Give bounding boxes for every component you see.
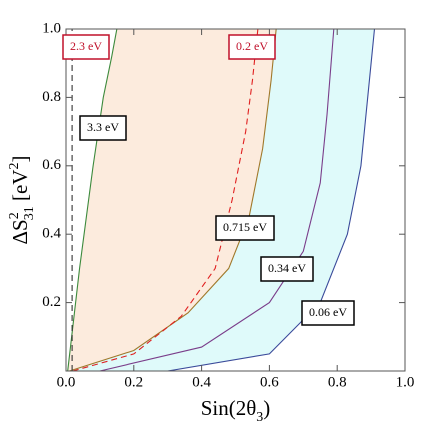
y-tick-label: 1.0 — [42, 20, 61, 36]
label-text: 2.3 eV — [70, 39, 102, 53]
label-box — [260, 256, 314, 282]
y-axis-label: ΔS231 [eV2] — [7, 156, 37, 245]
y-axis-label-part: [eV — [8, 170, 32, 207]
curve-label: 0.34 eV — [260, 256, 314, 282]
y-axis-label-part: 2 — [7, 163, 22, 170]
label-box — [62, 34, 110, 60]
label-text: 0.715 eV — [223, 220, 267, 234]
y-tick-label: 0.4 — [42, 226, 61, 242]
curve-label: 0.06 eV — [301, 300, 355, 326]
y-axis-label-part: 31 — [22, 206, 37, 220]
y-tick-label: 0.6 — [42, 157, 61, 173]
x-tick-label: 1.0 — [396, 374, 415, 390]
y-axis-label-part: ΔS — [8, 219, 32, 244]
x-axis-label-part: Sin(2θ — [201, 396, 257, 420]
y-axis-label-part: 2 — [7, 212, 22, 219]
x-axis-label-part: 3 — [256, 410, 263, 425]
x-tick-label: 0.0 — [57, 374, 76, 390]
plot-frame — [65, 28, 406, 372]
band-fill — [69, 29, 375, 371]
y-tick-label: 0.8 — [42, 89, 61, 105]
fills — [67, 29, 375, 371]
x-tick-label: 0.4 — [192, 374, 211, 390]
label-box — [215, 215, 275, 241]
curve-label: 0.715 eV — [215, 215, 275, 241]
label-box — [79, 115, 127, 141]
x-tick-label: 0.6 — [260, 374, 279, 390]
label-box — [301, 300, 355, 326]
x-tick-label: 0.2 — [124, 374, 143, 390]
curve — [167, 29, 376, 371]
curve-label: 0.2 eV — [228, 34, 276, 60]
x-axis-label-part: ) — [263, 396, 270, 420]
x-axis-label: Sin(2θ3) — [201, 396, 271, 425]
label-text: 0.06 eV — [309, 305, 347, 319]
labels: 3.3 eV 0.715 eV 0.2 eV 0.34 eV 0.06 eV 2.3 eV — [62, 34, 355, 326]
label-text: 0.34 eV — [268, 261, 306, 275]
x-tick-label: 0.8 — [328, 374, 347, 390]
band-fill — [67, 29, 277, 371]
label-text: 0.2 eV — [236, 39, 268, 53]
y-axis-label-part: ] — [8, 156, 32, 163]
label-text: 3.3 eV — [87, 120, 119, 134]
y-tick-label: 0.2 — [42, 294, 61, 310]
label-box — [228, 34, 276, 60]
curve — [69, 29, 277, 371]
curve-label: 3.3 eV — [79, 115, 127, 141]
curve-label: 2.3 eV — [62, 34, 110, 60]
axes: 0.0 0.2 0.4 0.6 0.8 1.00.20.40.60.81.0Sin(2θ3… — [7, 20, 415, 424]
curve — [99, 29, 335, 371]
curve — [72, 29, 259, 371]
